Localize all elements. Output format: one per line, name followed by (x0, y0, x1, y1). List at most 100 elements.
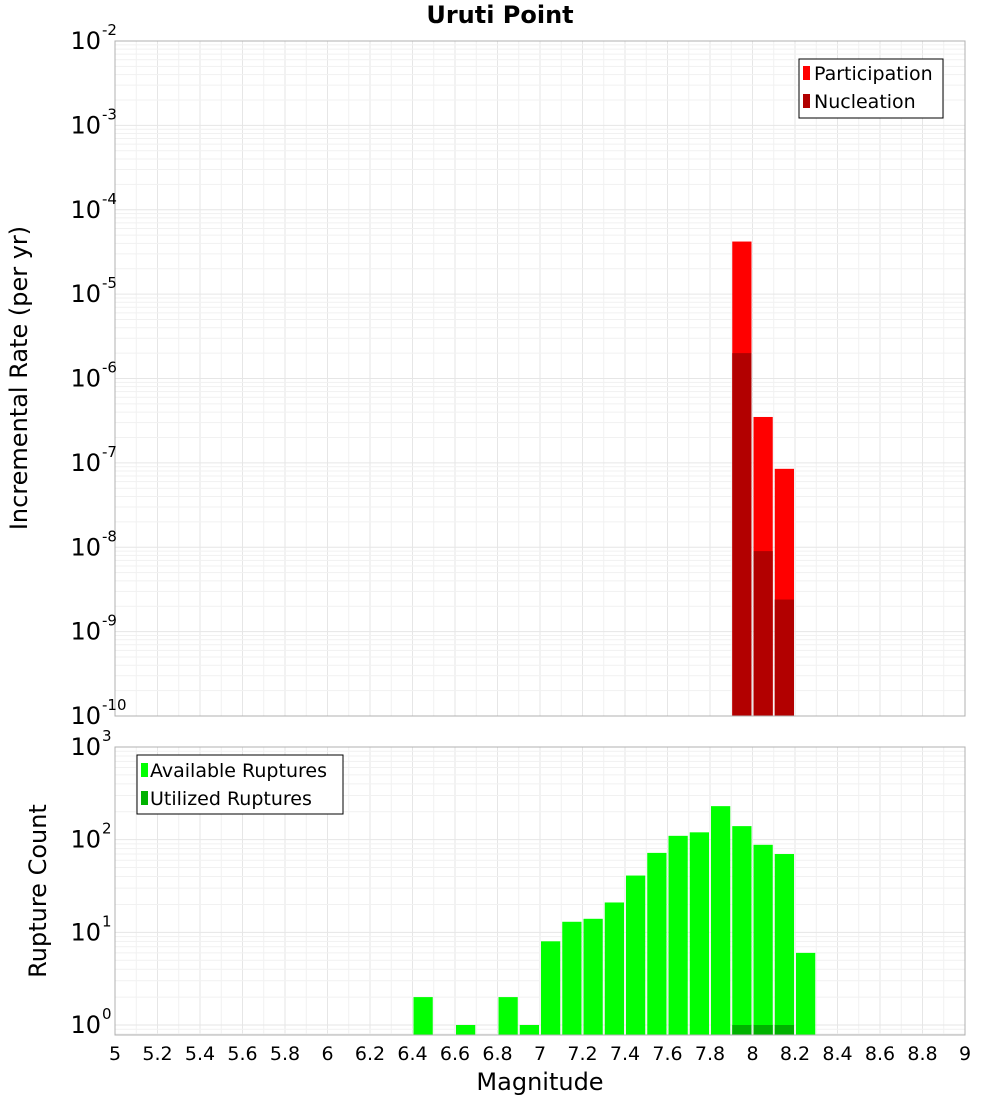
y-tick-base: 10 (70, 702, 101, 730)
y-tick-label: 10 -8 (70, 527, 117, 561)
rate-legend: Participation Nucleation (798, 58, 944, 119)
nucleation-bar (774, 599, 794, 716)
y-tick-base: 10 (70, 918, 101, 946)
y-tick-base: 10 (70, 618, 101, 646)
nucleation-bar (732, 353, 752, 716)
y-tick-label: 10 3 (70, 727, 111, 761)
available-ruptures-bar (626, 875, 646, 1035)
y-tick-base: 10 (70, 27, 101, 55)
available-ruptures-legend-label: Available Ruptures (150, 760, 327, 782)
nucleation-bar (753, 551, 773, 716)
x-tick-label: 6 (321, 1043, 333, 1065)
x-tick-label: 7.4 (610, 1043, 640, 1065)
y-tick-label: 10 -10 (70, 696, 126, 730)
x-tick-label: 7.8 (695, 1043, 725, 1065)
y-tick-base: 10 (70, 280, 101, 308)
x-tick-label: 9 (959, 1043, 971, 1065)
y-tick-base: 10 (70, 826, 101, 854)
y-tick-base: 10 (70, 533, 101, 561)
y-tick-base: 10 (70, 733, 101, 761)
available-ruptures-bar (541, 941, 561, 1035)
utilized-ruptures-bar (732, 1025, 752, 1035)
y-tick-exponent: -5 (102, 274, 117, 292)
count-y-axis-label: Rupture Count (24, 804, 52, 978)
count-legend-box (136, 754, 344, 815)
available-ruptures-bar (689, 832, 709, 1035)
y-tick-exponent: -6 (102, 359, 117, 377)
x-tick-label: 7 (534, 1043, 546, 1065)
y-tick-label: 10 -5 (70, 274, 117, 308)
x-tick-label: 7.2 (567, 1043, 597, 1065)
available-ruptures-legend-swatch (141, 763, 148, 777)
available-ruptures-bar (647, 852, 667, 1035)
nucleation-legend-label: Nucleation (814, 91, 916, 113)
y-tick-base: 10 (70, 111, 101, 139)
rate-y-axis-label: Incremental Rate (per yr) (5, 226, 33, 530)
y-tick-label: 10 0 (70, 1005, 111, 1039)
y-tick-exponent: 3 (102, 727, 112, 745)
x-tick-label: 5.4 (185, 1043, 215, 1065)
x-tick-label: 8.4 (822, 1043, 852, 1065)
available-ruptures-bar (732, 826, 752, 1035)
y-tick-exponent: -4 (102, 190, 117, 208)
available-ruptures-bar (519, 1025, 539, 1035)
participation-legend-swatch (803, 66, 810, 80)
y-tick-exponent: -3 (102, 105, 117, 123)
available-ruptures-bar (562, 921, 582, 1035)
y-tick-exponent: 2 (102, 820, 112, 838)
available-ruptures-bar (668, 835, 688, 1035)
available-ruptures-bar (583, 918, 603, 1035)
y-tick-label: 10 -3 (70, 105, 117, 139)
available-ruptures-bar (796, 952, 816, 1035)
x-tick-label: 6.6 (440, 1043, 470, 1065)
y-tick-label: 10 -9 (70, 612, 117, 646)
available-ruptures-bar (456, 1025, 476, 1035)
y-tick-label: 10 1 (70, 912, 111, 946)
x-tick-label: 8.8 (907, 1043, 937, 1065)
magnitude-x-axis-label: Magnitude (476, 1068, 603, 1096)
available-ruptures-bar (498, 997, 518, 1035)
y-tick-label: 10 -2 (70, 21, 117, 55)
count-legend: Available Ruptures Utilized Ruptures (136, 754, 344, 815)
y-tick-base: 10 (70, 449, 101, 477)
y-tick-exponent: -10 (102, 696, 127, 714)
available-ruptures-bar (711, 806, 731, 1035)
y-tick-exponent: 1 (102, 912, 112, 930)
y-tick-label: 10 2 (70, 820, 111, 854)
x-tick-label: 8.6 (865, 1043, 895, 1065)
available-ruptures-bar (604, 902, 624, 1035)
utilized-ruptures-bar (774, 1025, 794, 1035)
y-tick-label: 10 -7 (70, 443, 117, 477)
rate-bars (732, 241, 794, 717)
magnitude-x-ticks: 5 5.2 5.4 5.6 5.8 6 6.2 6.4 6.6 6.8 7 7.2 7.4 7.6 7.8 8… (109, 1043, 971, 1065)
x-tick-label: 5.2 (142, 1043, 172, 1065)
x-tick-label: 6.2 (355, 1043, 385, 1065)
count-plot-frame (114, 746, 966, 1036)
rate-legend-box (798, 58, 944, 119)
utilized-ruptures-bar (753, 1025, 773, 1035)
y-tick-label: 10 -6 (70, 359, 117, 393)
y-tick-base: 10 (70, 1011, 101, 1039)
y-tick-label: 10 -4 (70, 190, 117, 224)
x-tick-label: 7.6 (652, 1043, 682, 1065)
available-ruptures-bar (753, 844, 773, 1035)
utilized-ruptures-legend-swatch (141, 791, 148, 805)
x-tick-label: 8.2 (780, 1043, 810, 1065)
y-tick-base: 10 (70, 196, 101, 224)
y-tick-exponent: 0 (102, 1005, 112, 1023)
y-tick-exponent: -7 (102, 443, 117, 461)
y-tick-exponent: -9 (102, 612, 117, 630)
x-tick-label: 6.4 (397, 1043, 427, 1065)
y-tick-base: 10 (70, 365, 101, 393)
x-tick-label: 5.6 (227, 1043, 257, 1065)
x-tick-label: 5 (109, 1043, 121, 1065)
rate-grid (114, 40, 966, 717)
participation-legend-label: Participation (814, 63, 933, 85)
x-tick-label: 6.8 (482, 1043, 512, 1065)
y-tick-exponent: -8 (102, 527, 117, 545)
x-tick-label: 8 (746, 1043, 758, 1065)
